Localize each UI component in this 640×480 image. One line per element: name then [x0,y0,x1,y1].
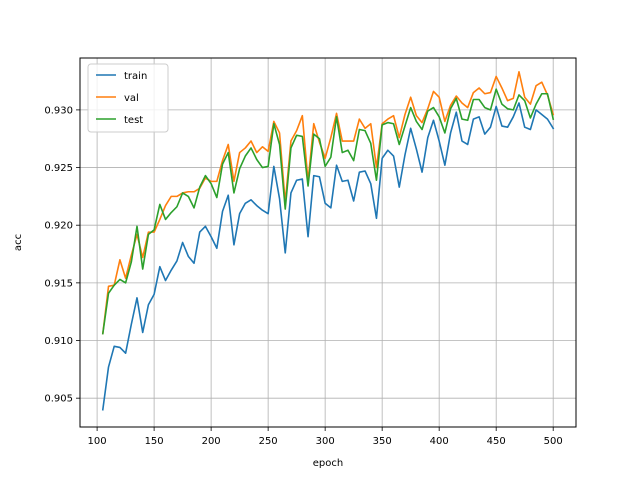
x-tick-label: 400 [430,436,449,447]
x-tick-label: 500 [544,436,563,447]
y-tick-label: 0.915 [44,278,73,289]
series-line-val [101,71,555,335]
y-tick-label: 0.905 [44,394,73,405]
x-axis-label: epoch [313,458,343,469]
x-tick-label: 200 [202,436,221,447]
y-tick-label: 0.920 [44,221,73,232]
series-line-test [101,88,555,335]
legend-label-test: test [124,115,143,126]
x-tick-label: 100 [88,436,107,447]
plot-frame [79,57,577,428]
x-tick-label: 350 [373,436,392,447]
y-axis: 0.905 0.910 0.915 0.920 0.925 0.930 [44,105,80,405]
y-tick-label: 0.910 [44,336,73,347]
legend-box [87,63,169,133]
x-tick-label: 250 [259,436,278,447]
x-tick-label: 300 [316,436,335,447]
x-axis: 100 150 200 250 300 350 400 450 500 [88,427,563,447]
y-axis-label: acc [13,234,24,251]
legend: train val test [87,63,169,133]
y-tick-label: 0.930 [44,105,73,116]
x-tick-label: 150 [145,436,164,447]
legend-label-val: val [124,93,139,104]
legend-label-train: train [124,71,147,82]
x-tick-label: 450 [487,436,506,447]
series-line-train [101,102,555,411]
series-layer [101,71,555,411]
y-tick-label: 0.925 [44,163,73,174]
